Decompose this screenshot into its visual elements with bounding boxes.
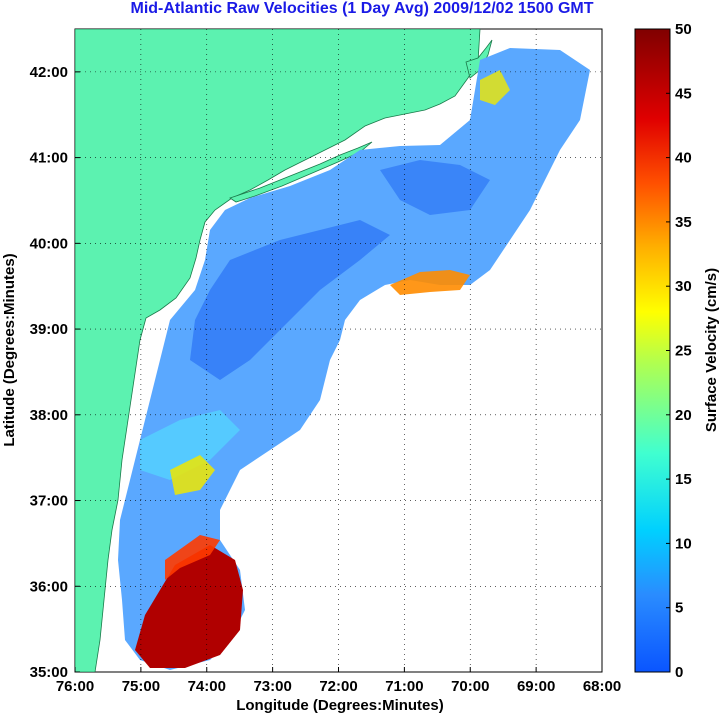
colorbar-tick-label: 10 [675,535,692,552]
y-tick-label: 42:00 [30,64,68,81]
land-long-island [229,141,373,203]
colorbar-ticks: 0 5 10 15 20 25 30 35 40 45 50 [666,21,692,681]
colorbar-tick-label: 45 [675,85,692,102]
velocity-field-cyan-band [140,410,240,480]
y-tick-label: 40:00 [30,235,68,252]
x-tick-label: 74:00 [188,678,226,695]
y-tick-label: 38:00 [30,407,68,424]
y-tick-label: 36:00 [30,578,68,595]
colorbar-gradient [634,28,671,673]
colorbar-tick-label: 15 [675,471,692,488]
colorbar-tick-label: 0 [675,664,683,681]
x-tick-label: 72:00 [319,678,357,695]
colorbar-tick-label: 20 [675,407,692,424]
velocity-field-yellow-patch [170,455,215,495]
x-tick-label: 70:00 [451,678,489,695]
x-tick-label: 68:00 [583,678,621,695]
y-tick-label: 35:00 [30,664,68,681]
velocity-field-slow-ne [380,160,490,215]
velocity-field [118,48,590,670]
velocity-field-fast-south [135,545,243,668]
y-tick-label: 37:00 [30,493,68,510]
x-tick-label: 69:00 [517,678,555,695]
x-tick-label: 75:00 [122,678,160,695]
land-cape-cod [465,39,493,79]
velocity-field-yellow-east [480,70,510,105]
colorbar-tick-label: 50 [675,21,692,38]
colorbar-label: Surface Velocity (cm/s) [703,268,720,432]
y-axis-ticks: 35:00 36:00 37:00 38:00 39:00 40:00 41:00 42:00 [30,64,80,681]
x-axis-label: Longitude (Degrees:Minutes) [236,697,444,714]
colorbar-tick-label: 5 [675,600,683,617]
map-title: Mid-Atlantic Raw Velocities (1 Day Avg) … [130,0,594,17]
velocity-field-fast-rim [165,535,220,580]
grid-lines [75,29,602,672]
colorbar-tick-label: 35 [675,214,692,231]
x-tick-label: 71:00 [385,678,423,695]
colorbar-tick-label: 30 [675,278,692,295]
velocity-field-orange-shelf-edge [390,270,470,295]
y-axis-label: Latitude (Degrees:Minutes) [1,253,18,446]
y-tick-label: 41:00 [30,150,68,167]
x-axis-ticks: 76:00 75:00 74:00 73:00 72:00 71:00 70:00 69:00… [56,667,621,695]
colorbar: 0 5 10 15 20 25 30 35 40 45 50 Surface Velocity (c… [634,21,720,681]
colorbar-tick-label: 25 [675,343,692,360]
colorbar-tick-label: 40 [675,150,692,167]
y-tick-label: 39:00 [30,321,68,338]
x-tick-label: 76:00 [56,678,94,695]
land-mass [75,29,493,672]
x-tick-label: 73:00 [253,678,291,695]
land-north-america [75,29,481,672]
velocity-field-slow-core [190,220,390,380]
